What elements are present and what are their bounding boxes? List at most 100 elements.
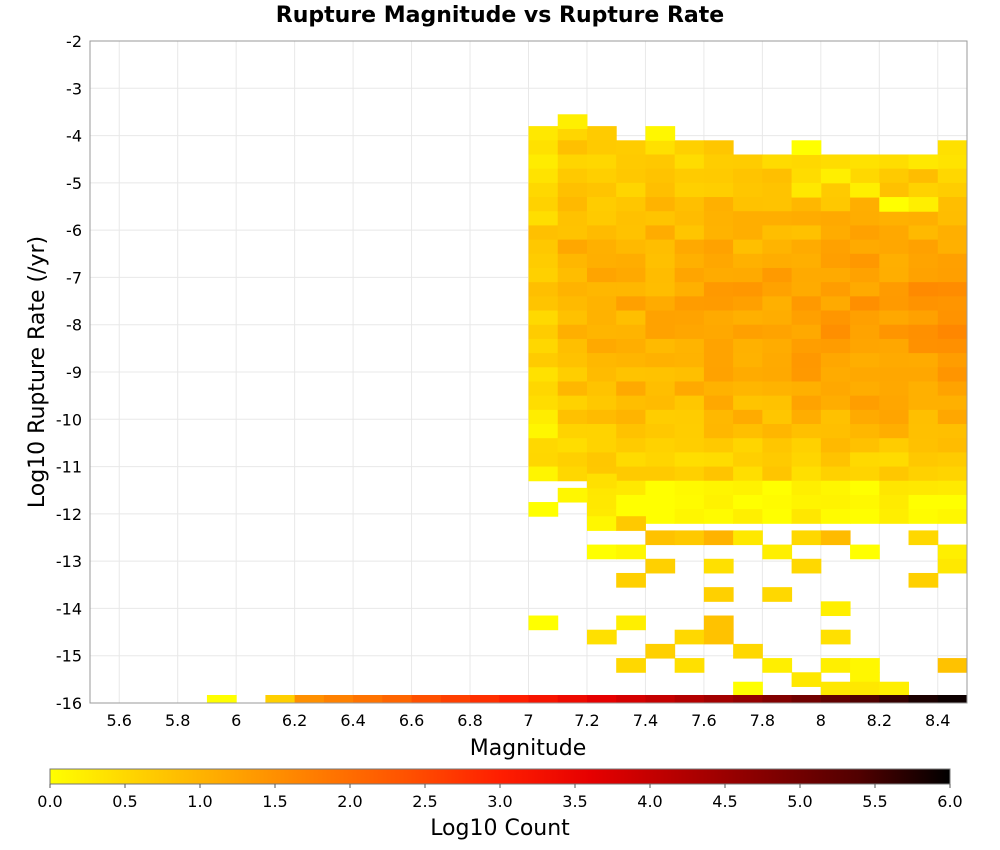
heatmap-cell xyxy=(820,367,851,382)
heatmap-cell xyxy=(703,615,734,631)
heatmap-cell xyxy=(645,282,676,297)
x-tick-label: 6.6 xyxy=(399,711,424,730)
heatmap-cell xyxy=(908,395,939,411)
heatmap-cell xyxy=(674,480,705,496)
heatmap-cell xyxy=(908,572,939,588)
heatmap-cell xyxy=(703,310,734,326)
heatmap-cell-floor xyxy=(294,695,325,703)
heatmap-cell xyxy=(557,381,588,397)
heatmap-cell xyxy=(674,168,705,184)
heatmap-cell xyxy=(791,672,822,687)
heatmap-cell xyxy=(645,353,676,368)
heatmap-cell xyxy=(820,225,851,241)
heatmap-cell xyxy=(674,253,705,269)
heatmap-cell xyxy=(733,643,763,659)
heatmap-cell xyxy=(616,367,646,382)
heatmap-cell xyxy=(703,154,734,170)
heatmap-cell xyxy=(850,544,880,560)
heatmap-cell xyxy=(645,140,676,155)
heatmap-cell xyxy=(879,168,910,184)
heatmap-cell xyxy=(645,154,676,170)
heatmap-cell xyxy=(762,658,793,673)
plot-frame xyxy=(89,40,968,704)
heatmap-cell xyxy=(908,438,939,453)
x-tick-label: 6.2 xyxy=(282,711,307,730)
heatmap-cell xyxy=(820,154,851,170)
heatmap-cell xyxy=(528,452,559,468)
heatmap-cell xyxy=(645,466,676,482)
heatmap-cell xyxy=(733,168,763,184)
heatmap-cell xyxy=(937,353,968,368)
colorbar-tick-label: 5.5 xyxy=(862,792,887,811)
heatmap-cell xyxy=(820,239,851,255)
heatmap-cell xyxy=(908,338,939,354)
heatmap-cell xyxy=(674,338,705,354)
heatmap-cell xyxy=(879,353,910,368)
heatmap-cell xyxy=(937,409,968,425)
heatmap-cell xyxy=(791,168,822,184)
heatmap-cell xyxy=(586,516,617,531)
heatmap-cell xyxy=(908,168,939,184)
heatmap-cell xyxy=(820,509,851,524)
heatmap-cell xyxy=(820,601,851,617)
heatmap-cell xyxy=(850,282,880,297)
heatmap-cell xyxy=(528,615,559,631)
heatmap-cell xyxy=(557,296,588,312)
heatmap-cell xyxy=(937,494,968,510)
heatmap-cell xyxy=(879,338,910,354)
heatmap-cell xyxy=(937,367,968,382)
heatmap-cell xyxy=(850,452,880,468)
heatmap-cell xyxy=(908,381,939,397)
heatmap-cell xyxy=(879,409,910,425)
heatmap-cell xyxy=(937,324,968,340)
heatmap-cell xyxy=(616,197,646,212)
heatmap-cell xyxy=(762,395,793,411)
y-tick-label: -14 xyxy=(56,599,82,618)
heatmap-cell xyxy=(820,324,851,340)
heatmap-cell xyxy=(733,452,763,468)
colorbar-ticks: 0.0 0.5 1.0 1.5 2.0 2.5 3.0 3.5 4.0 4.5 5.0 5.5 6.0 xyxy=(37,784,963,811)
heatmap-cell xyxy=(616,544,646,560)
heatmap-cell xyxy=(908,282,939,297)
x-tick-label: 6 xyxy=(231,711,241,730)
y-tick-label: -10 xyxy=(56,410,82,429)
heatmap-cell xyxy=(557,140,588,155)
heatmap-cell xyxy=(937,310,968,326)
heatmap-cell xyxy=(528,182,559,198)
heatmap-cell xyxy=(616,267,646,283)
heatmap-cell xyxy=(733,296,763,312)
heatmap-cell xyxy=(733,225,763,241)
heatmap-cell xyxy=(645,324,676,340)
heatmap-cell xyxy=(645,424,676,439)
heatmap-cell xyxy=(586,211,617,226)
heatmap-cell xyxy=(908,509,939,524)
heatmap-cell xyxy=(908,466,939,482)
heatmap-cell xyxy=(557,239,588,255)
heatmap-cell xyxy=(674,225,705,241)
heatmap-cell xyxy=(879,282,910,297)
heatmap-cell xyxy=(645,381,676,397)
y-tick-label: -8 xyxy=(66,316,82,335)
colorbar-tick-label: 6.0 xyxy=(937,792,962,811)
heatmap-cell xyxy=(791,353,822,368)
heatmap-cell xyxy=(674,530,705,546)
heatmap-cell xyxy=(762,282,793,297)
heatmap-cell xyxy=(703,296,734,312)
heatmap-cell xyxy=(820,658,851,673)
heatmap-cell xyxy=(879,211,910,226)
heatmap-cell xyxy=(586,544,617,560)
heatmap-cell xyxy=(557,310,588,326)
heatmap-cell xyxy=(762,182,793,198)
heatmap-cell xyxy=(937,182,968,198)
heatmap-cell xyxy=(937,381,968,397)
heatmap-cell xyxy=(908,239,939,255)
heatmap-cell xyxy=(879,310,910,326)
heatmap-cell xyxy=(557,395,588,411)
heatmap-cell xyxy=(586,338,617,354)
heatmap-cell xyxy=(937,168,968,184)
heatmap-cell xyxy=(645,338,676,354)
heatmap-cell xyxy=(616,424,646,439)
heatmap-cell xyxy=(820,296,851,312)
heatmap-cell xyxy=(879,509,910,524)
